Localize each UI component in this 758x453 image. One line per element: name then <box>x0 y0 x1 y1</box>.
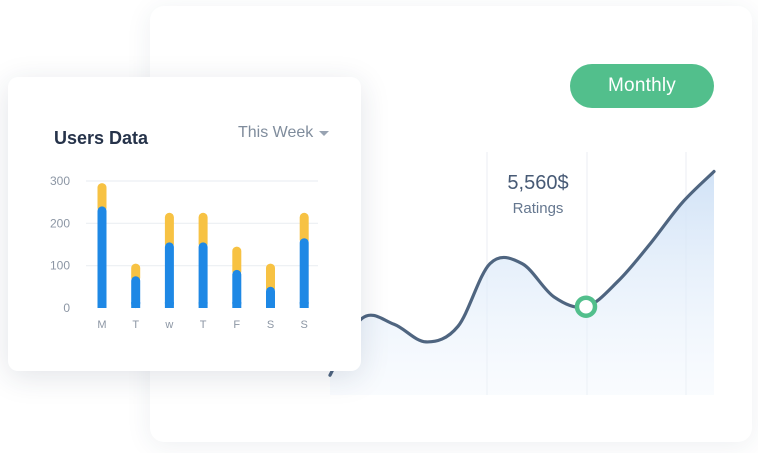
bar-segment-yellow <box>266 263 275 293</box>
bar-base <box>97 302 107 308</box>
x-tick-label: S <box>301 319 308 331</box>
ratings-highlight-point[interactable] <box>574 295 598 318</box>
bar-base <box>131 302 141 308</box>
range-dropdown[interactable]: This Week <box>238 124 330 142</box>
monthly-button[interactable]: Monthly <box>570 64 714 108</box>
rating-label: Ratings <box>512 200 564 217</box>
chevron-down-icon <box>319 130 330 136</box>
bar-segment-blue <box>198 242 208 308</box>
rating-value: 5,560$ <box>507 172 569 194</box>
bar-segment-blue <box>164 242 174 308</box>
x-tick-label: M <box>97 319 106 331</box>
y-tick-label: 300 <box>50 174 70 188</box>
y-tick-label: 100 <box>50 259 70 273</box>
y-tick-label: 0 <box>63 301 70 315</box>
bar-base <box>164 302 174 308</box>
bar-segment-yellow <box>164 212 174 249</box>
bar-segment-blue <box>131 276 141 309</box>
bar-segment-blue <box>299 238 309 308</box>
x-tick-label: w <box>164 319 173 331</box>
range-label: This Week <box>238 124 314 141</box>
bar-segment-blue <box>232 269 242 308</box>
x-tick-label: T <box>132 319 139 331</box>
bar-base <box>232 302 242 308</box>
ratings-line <box>328 169 716 377</box>
x-tick-label: S <box>267 319 274 331</box>
card-title: Users Data <box>54 128 149 148</box>
y-tick-label: 200 <box>50 216 70 230</box>
bar-segment-blue <box>97 206 107 308</box>
bar-segment-yellow <box>299 212 309 245</box>
bar-segment-yellow <box>198 212 208 249</box>
bar-base <box>266 302 275 308</box>
bar-base <box>299 302 309 308</box>
bar-base <box>198 302 208 308</box>
x-tick-label: F <box>233 319 240 331</box>
bar-segment-yellow <box>97 183 107 213</box>
ratings-area-fill <box>330 171 714 395</box>
x-tick-label: T <box>200 319 207 331</box>
bar-segment-yellow <box>232 246 242 276</box>
